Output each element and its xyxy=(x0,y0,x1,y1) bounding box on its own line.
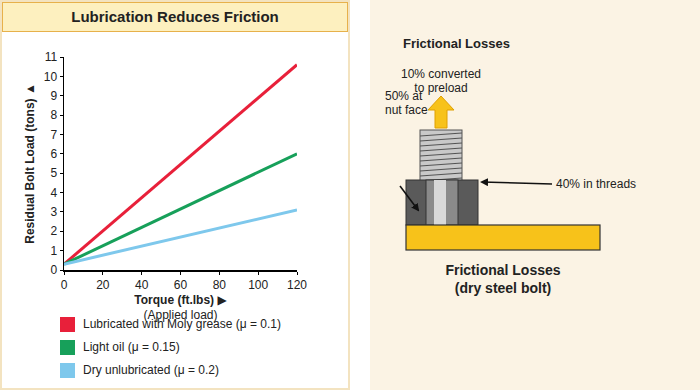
html-text:Light oil (μ = 0.15): Light oil (μ = 0.15) xyxy=(83,340,180,354)
svg-text:80: 80 xyxy=(213,278,227,292)
svg-text:7: 7 xyxy=(50,128,57,142)
svg-text:(dry steel bolt): (dry steel bolt) xyxy=(455,280,551,296)
html-text:Torque (ft.lbs) ▶: Torque (ft.lbs) ▶ xyxy=(134,292,227,307)
svg-text:40% in threads: 40% in threads xyxy=(556,177,636,191)
svg-text:10: 10 xyxy=(44,70,58,84)
svg-text:0: 0 xyxy=(50,263,57,277)
svg-text:0: 0 xyxy=(61,278,68,292)
svg-text:Frictional Losses: Frictional Losses xyxy=(403,36,510,51)
svg-text:4: 4 xyxy=(50,186,57,200)
svg-text:11: 11 xyxy=(45,50,58,64)
svg-text:nut face: nut face xyxy=(385,103,428,117)
svg-text:to preload: to preload xyxy=(414,81,468,95)
svg-text:50% at: 50% at xyxy=(385,89,423,103)
html-text:(Applied load): (Applied load) xyxy=(143,308,218,323)
svg-text:5: 5 xyxy=(50,166,57,180)
svg-text:3: 3 xyxy=(50,205,57,219)
svg-text:9: 9 xyxy=(50,89,57,103)
svg-text:40: 40 xyxy=(135,278,149,292)
svg-text:10% converted: 10% converted xyxy=(401,67,481,81)
svg-text:2: 2 xyxy=(50,224,57,238)
html-text:Dry unlubricated (μ = 0.2): Dry unlubricated (μ = 0.2) xyxy=(83,363,219,377)
svg-text:8: 8 xyxy=(50,108,57,122)
svg-text:60: 60 xyxy=(174,278,188,292)
svg-text:1: 1 xyxy=(50,244,57,258)
svg-text:100: 100 xyxy=(248,278,268,292)
svg-text:Frictional Losses: Frictional Losses xyxy=(445,262,560,278)
html-text:Lubricated with Moly grease (μ: Lubricated with Moly grease (μ = 0.1) xyxy=(83,317,281,331)
svg-text:Residual Bolt Load (tons) ▲: Residual Bolt Load (tons) ▲ xyxy=(23,83,37,244)
svg-text:120: 120 xyxy=(287,278,307,292)
svg-text:20: 20 xyxy=(96,278,110,292)
svg-text:6: 6 xyxy=(50,147,57,161)
html-text:Lubrication Reduces Friction: Lubrication Reduces Friction xyxy=(71,8,279,25)
